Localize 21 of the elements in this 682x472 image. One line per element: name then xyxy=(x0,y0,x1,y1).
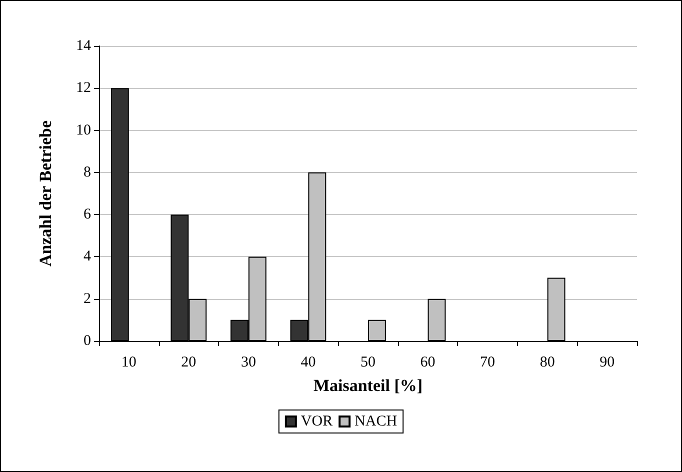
y-tick-label: 2 xyxy=(84,290,91,307)
x-tick-label: 30 xyxy=(240,354,256,370)
x-tick-label: 20 xyxy=(181,354,196,370)
legend-label: VOR xyxy=(300,414,333,430)
y-axis-title: Anzahl der Betriebe xyxy=(36,120,55,267)
y-tick-label: 0 xyxy=(84,333,91,349)
x-tick-label: 70 xyxy=(480,354,496,370)
y-tick-label: 12 xyxy=(76,80,91,96)
x-tick-label: 90 xyxy=(600,354,615,370)
x-tick-label: 40 xyxy=(300,354,316,370)
y-tick-label: 4 xyxy=(84,248,92,265)
legend-label: NACH xyxy=(354,414,398,430)
x-tick-label: 80 xyxy=(540,354,555,370)
x-tick-label: 60 xyxy=(420,354,436,370)
x-tick-label: 50 xyxy=(360,354,376,370)
y-tick-label: 10 xyxy=(76,122,91,138)
y-tick-label: 8 xyxy=(84,164,91,180)
x-tick-label: 10 xyxy=(121,354,136,370)
y-tick-label: 6 xyxy=(84,206,92,223)
y-tick-label: 14 xyxy=(76,38,92,54)
x-axis-title: Maisanteil [%] xyxy=(313,376,423,395)
